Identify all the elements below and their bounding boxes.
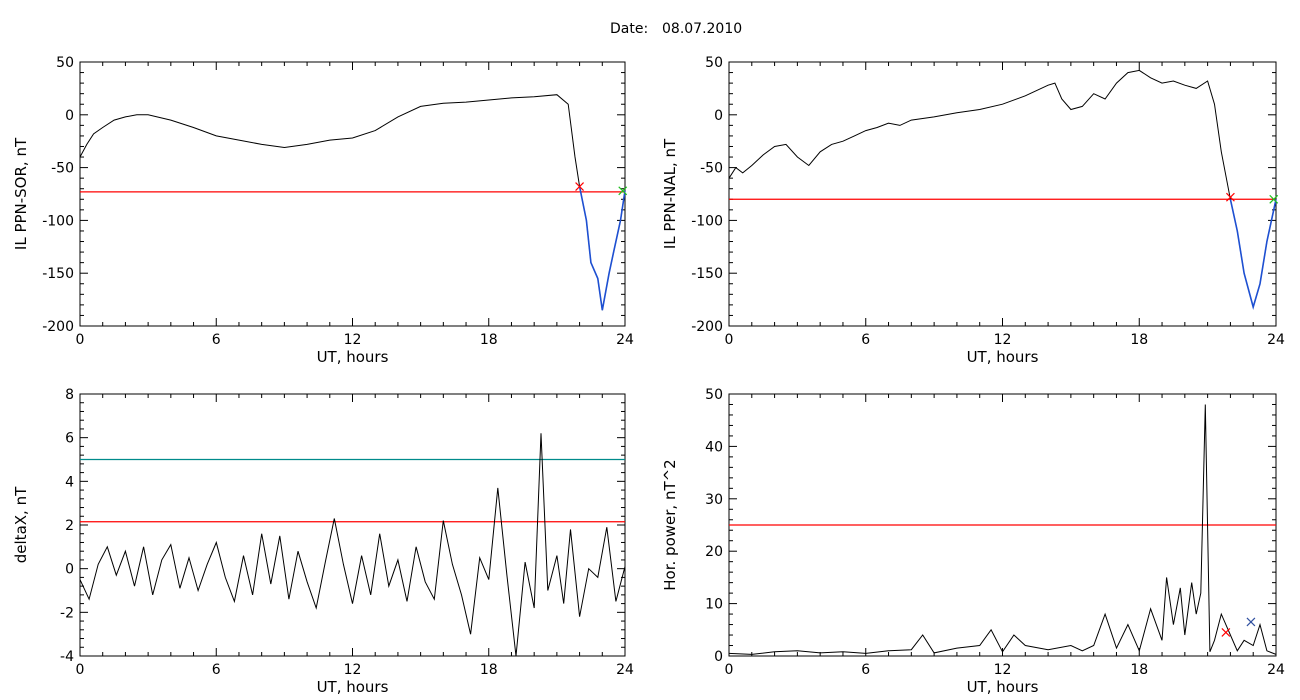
x-tick-label: 12 [344,662,362,678]
x-axis-label: UT, hours [967,678,1039,696]
y-tick-label: -50 [700,161,723,177]
y-tick-label: 0 [714,649,723,665]
marker-green [618,186,628,196]
y-tick-label: -2 [60,605,74,621]
series-line [728,69,1277,309]
x-tick-label: 12 [994,662,1012,678]
plot-frame [79,393,626,657]
y-tick-label: 50 [705,55,723,71]
x-axis-label: UT, hours [317,348,389,366]
highlight-segment [578,186,626,311]
y-tick-label: 6 [65,431,74,447]
y-tick-label: 20 [705,544,723,560]
y-tick-label: 30 [705,492,723,508]
y-tick-label: 0 [65,562,74,578]
x-tick-label: 0 [725,332,734,348]
date-label: Date: [610,21,648,37]
x-tick-label: 18 [1130,332,1148,348]
x-tick-label: 6 [861,332,870,348]
y-tick-label: 0 [65,108,74,124]
y-tick-label: 50 [705,387,723,403]
x-tick-label: 12 [994,332,1012,348]
plot-frame [728,61,1277,327]
x-tick-label: 6 [861,662,870,678]
y-tick-label: -200 [691,319,723,335]
x-tick-label: 24 [616,662,634,678]
y-tick-label: 50 [56,55,74,71]
y-tick-label: 40 [705,439,723,455]
series-line [728,404,1277,655]
marker-red [575,182,585,192]
y-tick-label: -100 [691,213,723,229]
x-tick-label: 0 [76,332,85,348]
y-axis-label: IL PPN-SOR, nT [12,137,30,250]
y-tick-label: -150 [691,266,723,282]
y-tick-label: 0 [714,108,723,124]
x-tick-label: 24 [616,332,634,348]
plot-frame [79,61,626,327]
y-tick-label: -150 [42,266,74,282]
panel-il-ppn-nal: 0 6 12 18 24 -200 -150 -100 -50 0 50 UT, hours IL PP… [661,55,1285,366]
y-axis-label: deltaX, nT [12,486,30,563]
x-tick-label: 18 [480,332,498,348]
y-tick-label: -50 [51,161,74,177]
y-tick-label: -200 [42,319,74,335]
y-tick-label: 8 [65,387,74,403]
marker-green [1269,194,1279,204]
x-tick-label: 24 [1267,662,1285,678]
marker-red [1225,192,1235,202]
panel-il-ppn-sor: 0 6 12 18 24 -200 -150 -100 -50 0 50 UT, hours IL PP… [12,55,634,366]
panel-hor-power: 0 6 12 18 24 0 10 20 30 40 50 UT, hours Hor. power, … [661,387,1285,696]
y-tick-label: 2 [65,518,74,534]
marker-red [1221,627,1231,637]
y-tick-label: -100 [42,213,74,229]
x-tick-label: 18 [480,662,498,678]
x-tick-label: 0 [76,662,85,678]
marker-blue [1246,617,1256,627]
y-axis-label: Hor. power, nT^2 [661,459,679,590]
x-axis-label: UT, hours [317,678,389,696]
y-tick-label: -4 [60,649,74,665]
x-tick-label: 6 [212,332,221,348]
y-tick-label: 10 [705,597,723,613]
x-tick-label: 18 [1130,662,1148,678]
x-tick-label: 12 [344,332,362,348]
y-tick-label: 4 [65,474,74,490]
x-tick-label: 24 [1267,332,1285,348]
x-tick-label: 0 [725,662,734,678]
y-axis-label: IL PPN-NAL, nT [661,138,679,249]
x-tick-label: 6 [212,662,221,678]
x-axis-label: UT, hours [967,348,1039,366]
date-value: 08.07.2010 [662,21,742,37]
highlight-segment [1229,199,1277,310]
series-line [79,433,626,657]
series-line [79,94,626,311]
